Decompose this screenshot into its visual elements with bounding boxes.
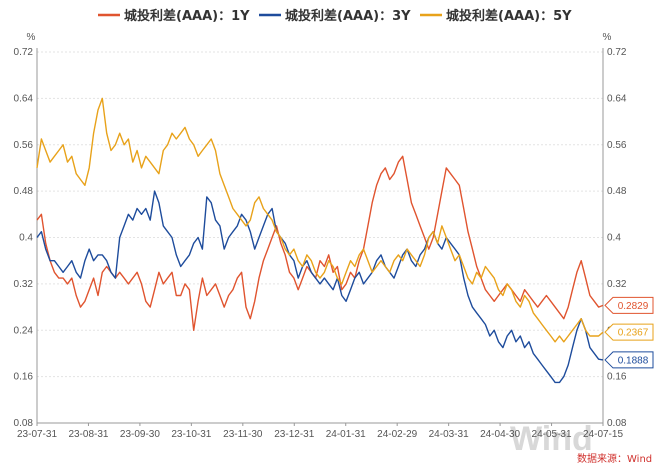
y-unit-right: %: [603, 32, 612, 43]
end-label-5y: 0.2367: [604, 323, 654, 341]
y-tick-label-left: 0.72: [14, 47, 34, 58]
legend-label-5y: 城投利差(AAA)：5Y: [446, 8, 572, 24]
end-label-value: 0.1888: [618, 355, 649, 366]
y-tick-label-right: 0.48: [607, 186, 627, 197]
end-label-1y: 0.2829: [604, 296, 654, 314]
y-tick-label-left: 0.56: [14, 140, 34, 151]
y-tick-label-right: 0.64: [607, 93, 627, 104]
y-tick-label-right: 0.56: [607, 140, 627, 151]
legend-label-3y: 城投利差(AAA)：3Y: [285, 8, 411, 24]
x-tick-label: 24-07-15: [583, 429, 623, 440]
x-tick-label: 24-03-31: [429, 429, 469, 440]
y-tick-label-left: 0.64: [14, 93, 34, 104]
watermark: Wind: [510, 420, 593, 458]
end-label-value: 0.2829: [618, 301, 649, 312]
end-label-box: [604, 323, 654, 341]
legend-item-1y[interactable]: 城投利差(AAA)：1Y: [98, 8, 250, 24]
x-tick-label: 23-11-30: [223, 429, 263, 440]
source-note: 数据来源：Wind: [577, 452, 652, 465]
series-lines: [36, 97, 604, 384]
end-labels: 0.2829 0.1888 0.2367: [604, 296, 654, 369]
y-tick-label-right: 0.16: [607, 372, 627, 383]
y-tick-label-left: 0.08: [14, 418, 34, 429]
y-tick-label-left: 0.32: [14, 279, 34, 290]
y-tick-label-left: 0.24: [14, 325, 34, 336]
x-tick-label: 23-08-31: [68, 429, 108, 440]
y-axis-left: 0.08 0.16 0.24 0.32 0.4 0.48 0.56 0.64 0.72: [14, 47, 34, 429]
y-tick-label-left: 0.48: [14, 186, 34, 197]
x-tick-label: 23-10-31: [171, 429, 211, 440]
x-tick-label: 24-01-31: [326, 429, 366, 440]
end-label-box: [604, 351, 654, 369]
legend-label-1y: 城投利差(AAA)：1Y: [124, 8, 250, 24]
y-unit-left: %: [27, 32, 36, 43]
end-label-3y: 0.1888: [604, 351, 654, 369]
legend-item-3y[interactable]: 城投利差(AAA)：3Y: [259, 8, 411, 24]
series-line-5y: [36, 97, 604, 343]
x-tick-label: 23-07-31: [17, 429, 57, 440]
x-tick-label: 23-12-31: [274, 429, 314, 440]
x-tick-label: 24-05-31: [532, 429, 572, 440]
y-axis-right: 0.080.160.240.320.40.480.560.640.72: [607, 47, 627, 429]
y-tick-label-left: 0.16: [14, 372, 34, 383]
x-tick-label: 24-04-30: [480, 429, 520, 440]
x-tick-label: 24-02-29: [377, 429, 417, 440]
y-tick-label-left: 0.4: [19, 233, 33, 244]
end-label-value: 0.2367: [618, 328, 649, 339]
legend: 城投利差(AAA)：1Y 城投利差(AAA)：3Y 城投利差(AAA)：5Y: [98, 8, 572, 24]
y-tick-label-right: 0.72: [607, 47, 627, 58]
y-tick-label-right: 0.32: [607, 279, 627, 290]
grid: [37, 51, 603, 378]
end-label-box: [604, 296, 654, 314]
y-tick-label-right: 0.4: [607, 233, 621, 244]
y-tick-label-right: 0.08: [607, 418, 627, 429]
legend-item-5y[interactable]: 城投利差(AAA)：5Y: [420, 8, 572, 24]
series-line-3y: [36, 190, 604, 384]
x-axis: 23-07-31 23-08-31 23-09-30 23-10-31 23-11-30…: [17, 423, 623, 440]
x-tick-label: 23-09-30: [120, 429, 160, 440]
